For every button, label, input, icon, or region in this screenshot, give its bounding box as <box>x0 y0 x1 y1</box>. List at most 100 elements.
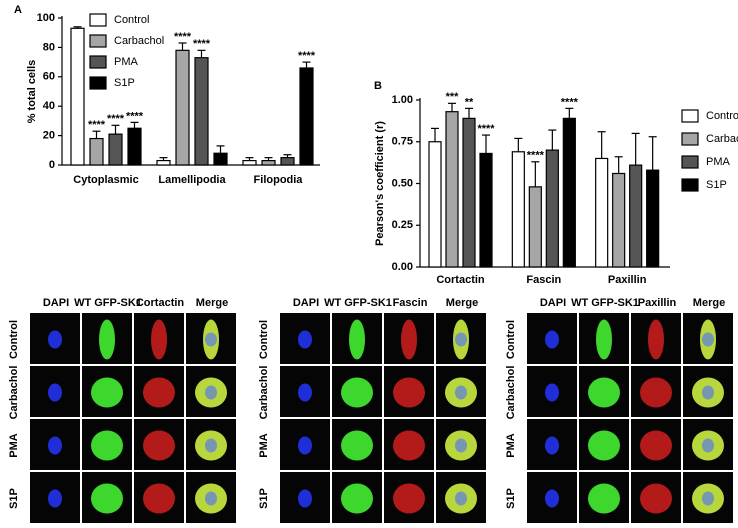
cell-stain <box>588 377 620 408</box>
row-label: S1P <box>505 488 517 509</box>
legend-swatch <box>681 132 699 146</box>
bar <box>89 137 104 166</box>
column-header: Paxillin <box>638 297 677 309</box>
legend-swatch <box>681 155 699 169</box>
row-label: S1P <box>258 488 270 509</box>
y-axis-label: % total cells <box>26 60 38 124</box>
bar <box>280 157 295 166</box>
row-label: Carbachol <box>505 366 517 420</box>
legend-label: Control <box>114 14 149 26</box>
legend-swatch <box>681 178 699 192</box>
row-label: PMA <box>8 433 20 458</box>
nucleus <box>702 438 714 453</box>
significance: **** <box>477 123 495 135</box>
panel-label: B <box>374 80 382 92</box>
cell-stain <box>48 383 62 402</box>
x-tick-label: Paxillin <box>608 274 647 286</box>
y-tick-label: 1.00 <box>392 94 413 106</box>
legend-swatch <box>681 109 699 123</box>
row-label: PMA <box>258 433 270 458</box>
cell-stain <box>648 319 664 360</box>
cell-stain <box>640 430 672 461</box>
bar <box>612 172 626 268</box>
nucleus <box>205 491 217 506</box>
nucleus <box>205 438 217 453</box>
x-tick-label: Cortactin <box>436 274 485 286</box>
cell-stain <box>640 483 672 514</box>
legend-swatch <box>89 13 107 27</box>
significance: **** <box>561 96 579 108</box>
cell-stain <box>48 489 62 508</box>
y-tick-label: 0.50 <box>392 177 413 189</box>
column-header: Merge <box>196 297 228 309</box>
cell-stain <box>596 319 612 360</box>
bar <box>511 151 525 268</box>
cell-stain <box>48 330 62 349</box>
significance: **** <box>174 31 192 43</box>
cell-stain <box>48 436 62 455</box>
column-header: DAPI <box>43 297 69 309</box>
cell-stain <box>298 436 312 455</box>
cell-stain <box>91 377 123 408</box>
nucleus <box>455 438 467 453</box>
bar <box>545 149 559 268</box>
legend-label: Control <box>706 110 738 122</box>
nucleus <box>702 385 714 400</box>
column-header: Fascin <box>393 297 428 309</box>
bar <box>299 67 314 166</box>
bar <box>108 133 123 166</box>
legend-label: Carbachol <box>114 35 164 47</box>
panel-label: A <box>14 4 22 16</box>
cell-stain <box>545 436 559 455</box>
significance: **** <box>88 119 106 131</box>
cell-stain <box>143 377 175 408</box>
significance: **** <box>527 150 545 162</box>
legend-label: PMA <box>114 56 139 68</box>
column-header: Cortactin <box>136 297 185 309</box>
cell-stain <box>341 430 373 461</box>
legend-label: Carbachol <box>706 133 738 145</box>
cell-stain <box>298 383 312 402</box>
column-header: WT GFP-SK1 <box>324 297 392 309</box>
y-tick-label: 0.00 <box>392 261 413 273</box>
x-tick-label: Fascin <box>526 274 561 286</box>
x-tick-label: Lamellipodia <box>158 174 226 186</box>
bar <box>528 186 542 268</box>
cell-stain <box>143 483 175 514</box>
nucleus <box>455 491 467 506</box>
row-label: Carbachol <box>258 366 270 420</box>
cell-stain <box>545 330 559 349</box>
legend-swatch <box>89 55 107 69</box>
column-header: DAPI <box>293 297 319 309</box>
cell-stain <box>151 319 167 360</box>
nucleus <box>205 385 217 400</box>
row-label: Control <box>8 320 20 359</box>
bar <box>194 57 209 166</box>
y-tick-label: 0 <box>49 159 55 171</box>
y-tick-label: 0.25 <box>392 219 413 231</box>
x-tick-label: Filopodia <box>254 174 304 186</box>
y-tick-label: 0.75 <box>392 136 413 148</box>
column-header: WT GFP-SK1 <box>571 297 639 309</box>
cell-stain <box>341 483 373 514</box>
bar <box>175 49 190 166</box>
cell-stain <box>91 430 123 461</box>
bar <box>646 169 660 268</box>
significance: **** <box>193 38 211 50</box>
legend-label: S1P <box>114 77 135 89</box>
bar <box>242 159 257 166</box>
cell-stain <box>401 319 417 360</box>
cell-stain <box>640 377 672 408</box>
cell-stain <box>545 489 559 508</box>
bar <box>70 27 85 166</box>
bar <box>595 157 609 268</box>
legend-label: PMA <box>706 156 731 168</box>
bar <box>562 117 576 268</box>
nucleus <box>702 332 714 347</box>
cell-stain <box>341 377 373 408</box>
legend-swatch <box>89 34 107 48</box>
significance: **** <box>126 110 144 122</box>
cell-stain <box>545 383 559 402</box>
column-header: WT GFP-SK1 <box>74 297 142 309</box>
